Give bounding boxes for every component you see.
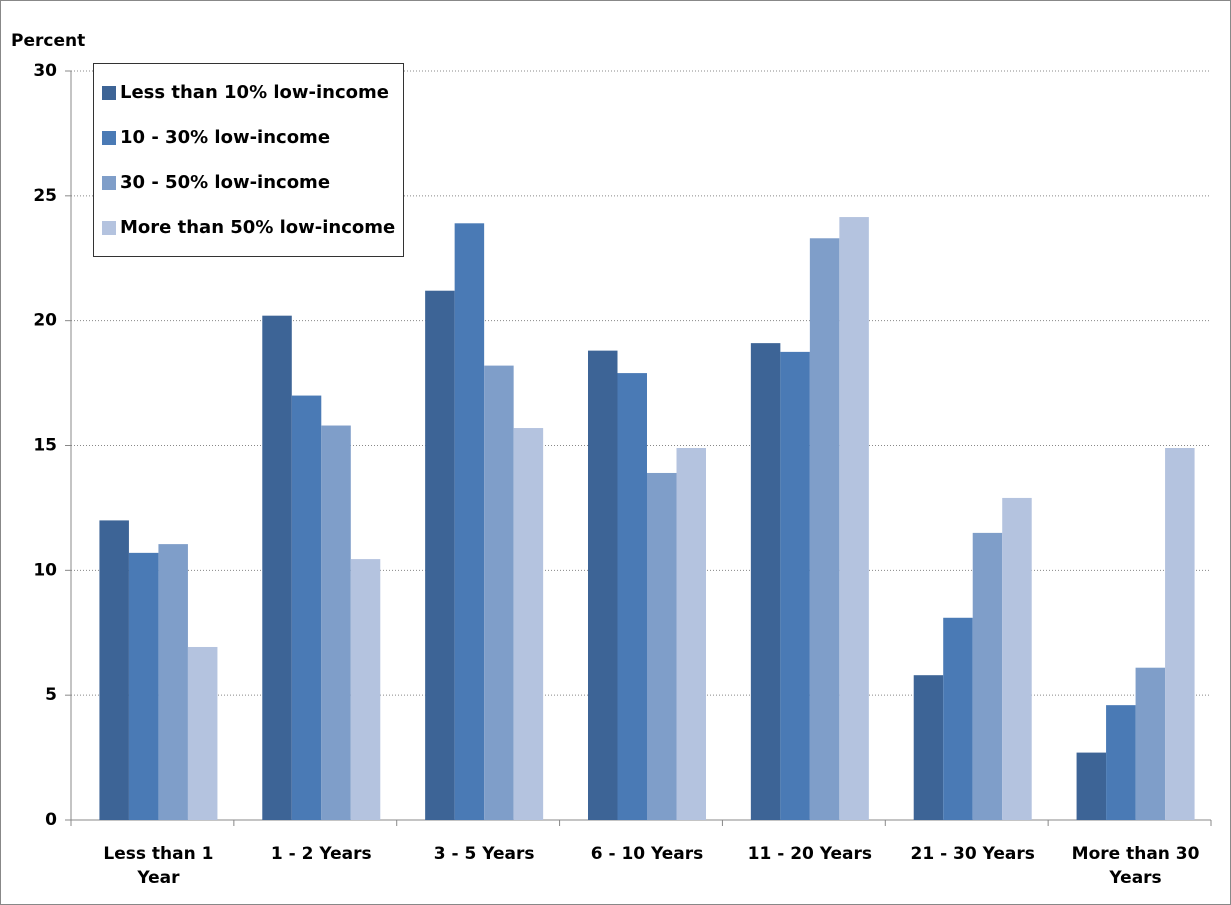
bar [513,428,544,820]
legend-swatch [102,85,116,100]
bar [1106,705,1136,820]
x-tick-label: 6 - 10 Years [590,844,704,864]
legend-item: More than 50% low-income [102,205,395,250]
bar [262,315,292,820]
x-tick-label: 1 - 2 Years [270,844,372,864]
legend-item: 30 - 50% low-income [102,160,395,205]
y-tick-label: 20 [33,311,57,331]
x-tick-label: More than 30 Years [1071,844,1200,888]
bar [158,544,188,820]
bar [454,223,485,821]
bar [588,350,618,820]
legend-item: 10 - 30% low-income [102,115,395,160]
legend-label: More than 50% low-income [120,217,396,238]
bar [647,472,677,820]
bar [943,617,973,820]
y-tick-label: 15 [33,436,57,456]
y-tick-label: 25 [33,186,57,206]
bar [484,365,514,820]
bar [1165,447,1195,820]
y-tick-label: 10 [33,560,57,580]
legend-swatch [102,175,116,190]
bar [839,217,869,820]
legend-item: Less than 10% low-income [102,70,395,115]
bar [187,646,218,820]
legend-swatch [102,130,116,145]
bar [1076,752,1107,820]
legend-label: Less than 10% low-income [120,82,389,103]
legend-label: 10 - 30% low-income [120,127,331,148]
bar [321,425,351,820]
bar [1002,497,1032,820]
y-tick-label: 5 [45,685,57,705]
bar [809,238,840,820]
bar [99,520,129,820]
x-tick-label: 11 - 20 Years [747,844,873,864]
x-tick-label: 21 - 30 Years [910,844,1035,864]
legend-label: 30 - 50% low-income [120,172,331,193]
legend: Less than 10% low-income 10 - 30% low-inc… [93,63,405,257]
x-tick-label: 3 - 5 Years [433,844,535,864]
bar [913,675,944,820]
bar [1135,667,1166,820]
bar [617,373,647,820]
bar [750,343,781,820]
y-axis-label: Percent [11,31,86,51]
bar [350,559,381,820]
bar [676,447,706,820]
bar [972,532,1003,820]
y-tick-label: 0 [45,810,57,830]
bar [128,552,159,820]
bar [425,290,455,820]
bar [291,395,322,820]
bar [780,351,810,820]
legend-swatch [102,220,116,235]
y-tick-label: 30 [33,61,57,81]
x-tick-label: Less than 1 Year [103,844,214,888]
